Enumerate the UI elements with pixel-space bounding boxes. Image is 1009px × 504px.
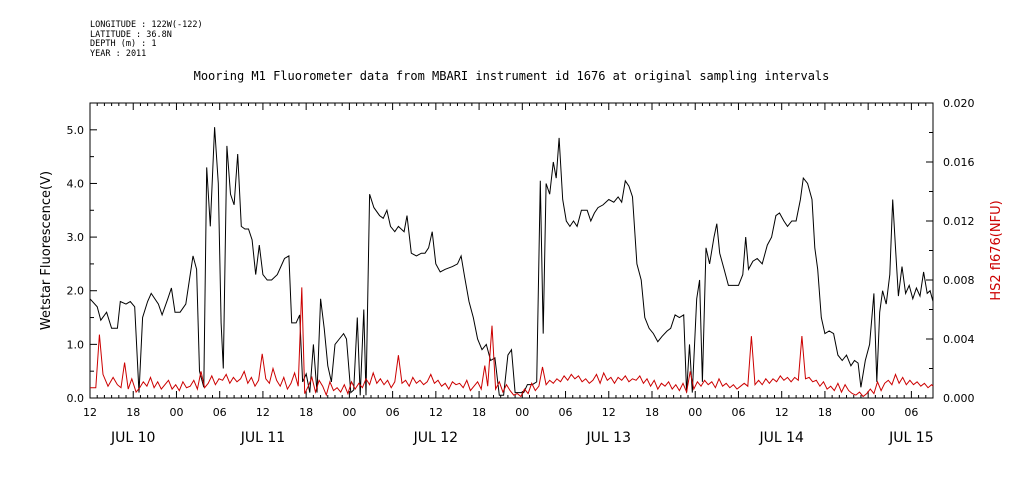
chart-title: Mooring M1 Fluorometer data from MBARI i… [193, 69, 830, 83]
x-tick-label: 00 [688, 406, 702, 419]
x-tick-label: 12 [775, 406, 789, 419]
x-tick-label: 18 [472, 406, 486, 419]
x-tick-label: 12 [602, 406, 616, 419]
y-tick-label-left: 2.0 [67, 285, 85, 298]
y-tick-label-left: 1.0 [67, 338, 85, 351]
x-tick-label: 00 [515, 406, 529, 419]
x-day-label: JUL 14 [758, 430, 804, 446]
y-tick-label-left: 3.0 [67, 231, 85, 244]
x-tick-label: 00 [169, 406, 183, 419]
y-tick-label-left: 4.0 [67, 177, 85, 190]
x-day-label: JUL 15 [888, 430, 933, 446]
x-tick-label: 06 [213, 406, 227, 419]
x-tick-label: 12 [429, 406, 443, 419]
x-tick-label: 06 [904, 406, 918, 419]
x-tick-label: 00 [861, 406, 875, 419]
x-day-label: JUL 12 [413, 430, 458, 446]
y-tick-label-right: 0.020 [943, 97, 975, 110]
x-tick-label: 06 [731, 406, 745, 419]
x-tick-label: 18 [299, 406, 313, 419]
series-line-hs2 [90, 287, 934, 398]
latitude-label: LATITUDE : 36.8N [90, 29, 172, 40]
y-axis-label-right: HS2 fl676(NFU) [989, 200, 1004, 300]
y-tick-label-right: 0.012 [943, 215, 975, 228]
y-tick-label-right: 0.000 [943, 392, 975, 405]
year-label: YEAR : 2011 [90, 48, 147, 59]
y-tick-label-left: 0.0 [67, 392, 85, 405]
longitude-label: LONGITUDE : 122W(-122) [90, 20, 203, 30]
depth-label: DEPTH (m) : 1 [90, 39, 157, 49]
x-tick-label: 06 [559, 406, 573, 419]
x-tick-label: 12 [83, 406, 97, 419]
x-tick-label: 00 [342, 406, 356, 419]
y-tick-label-left: 5.0 [67, 124, 85, 137]
metadata-block: LONGITUDE : 122W(-122) LATITUDE : 36.8N … [90, 20, 203, 59]
x-tick-label: 18 [645, 406, 659, 419]
y-tick-label-right: 0.016 [943, 156, 975, 169]
x-tick-label: 18 [818, 406, 832, 419]
x-day-label: JUL 11 [240, 430, 285, 446]
y-tick-label-right: 0.004 [943, 333, 975, 346]
y-tick-label-right: 0.008 [943, 274, 975, 287]
series-line-wetstar [89, 127, 934, 396]
y-axis-label-left: Wetstar Fluorescence(V) [39, 171, 54, 330]
x-day-label: JUL 10 [110, 430, 155, 446]
x-day-label: JUL 13 [586, 430, 631, 446]
x-tick-label: 06 [386, 406, 400, 419]
x-tick-label: 12 [256, 406, 270, 419]
x-tick-label: 18 [126, 406, 140, 419]
